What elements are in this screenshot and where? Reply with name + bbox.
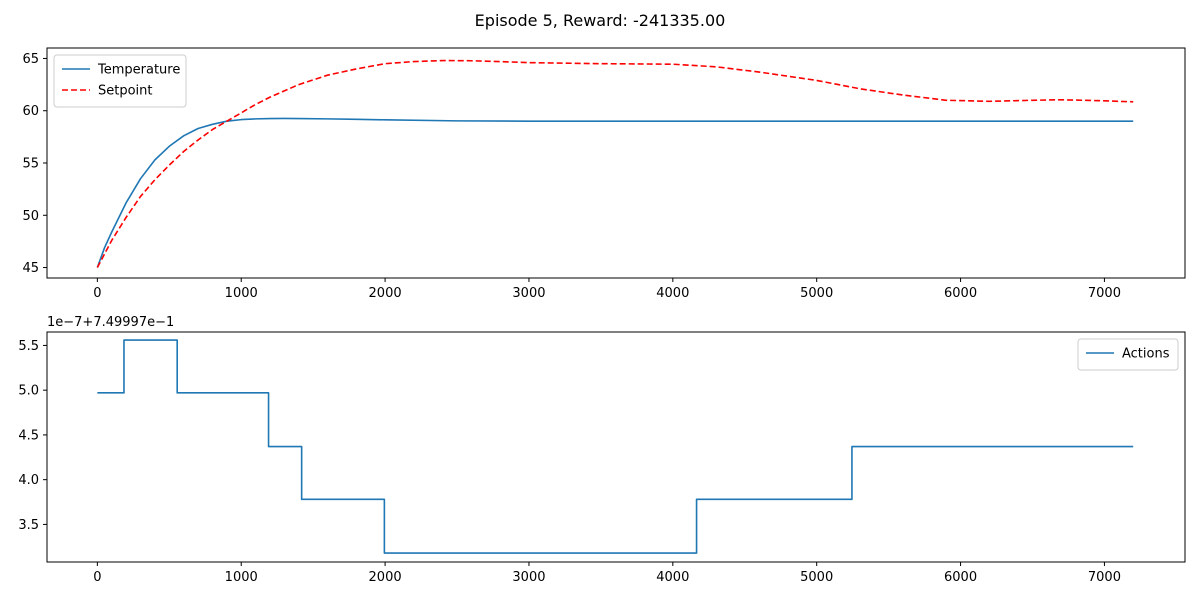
x-tick-label: 1000	[225, 570, 258, 585]
x-tick-label: 7000	[1088, 570, 1121, 585]
axes-frame	[46, 47, 1186, 279]
x-tick-label: 6000	[944, 570, 977, 585]
y-tick-label: 5.0	[18, 384, 39, 399]
legend-label-actions: Actions	[1122, 347, 1170, 362]
x-tick-label: 3000	[512, 286, 545, 301]
y-tick-label: 65	[22, 52, 39, 67]
y-tick-label: 4.5	[18, 428, 39, 443]
temperature-chart: 0 1000 2000 3000 4000 5000 6000 7000 45 50 55 60 65 T…	[22, 47, 1186, 301]
y-tick-label: 50	[22, 209, 39, 224]
legend-box	[53, 54, 187, 108]
y-tick-label: 60	[22, 104, 39, 119]
y-tick-label: 45	[22, 261, 39, 276]
x-tick-label: 2000	[369, 570, 402, 585]
y-tick-label: 4.0	[18, 473, 39, 488]
x-tick-label: 6000	[944, 286, 977, 301]
legend-label-setpoint: Setpoint	[98, 84, 153, 99]
series-line-setpoint	[96, 59, 1134, 268]
x-tick-label: 2000	[369, 286, 402, 301]
legend: Temperature Setpoint	[53, 54, 187, 108]
y-tick-label: 55	[22, 157, 39, 172]
x-tick-label: 4000	[656, 570, 689, 585]
x-tick-label: 3000	[512, 570, 545, 585]
x-tick-label: 0	[93, 570, 101, 585]
x-tick-label: 1000	[225, 286, 258, 301]
legend-label-temperature: Temperature	[97, 63, 180, 78]
x-tick-label: 4000	[656, 286, 689, 301]
series-line-temperature	[96, 117, 1134, 268]
y-tick-label: 3.5	[18, 518, 39, 533]
series-line-actions	[97, 339, 1134, 554]
x-tick-label: 5000	[800, 570, 833, 585]
x-tick-label: 0	[93, 286, 101, 301]
legend-box	[1077, 338, 1179, 371]
axes-frame	[46, 331, 1186, 563]
legend: Actions	[1077, 338, 1179, 371]
figure-title: Episode 5, Reward: -241335.00	[475, 11, 726, 30]
x-tick-label: 5000	[800, 286, 833, 301]
y-axis-offset-label: 1e−7+7.49997e−1	[47, 315, 174, 330]
actions-chart: 0 1000 2000 3000 4000 5000 6000 7000 3.5 4.0 4.5 5.…	[18, 315, 1186, 585]
y-tick-label: 5.5	[18, 339, 39, 354]
x-tick-label: 7000	[1088, 286, 1121, 301]
